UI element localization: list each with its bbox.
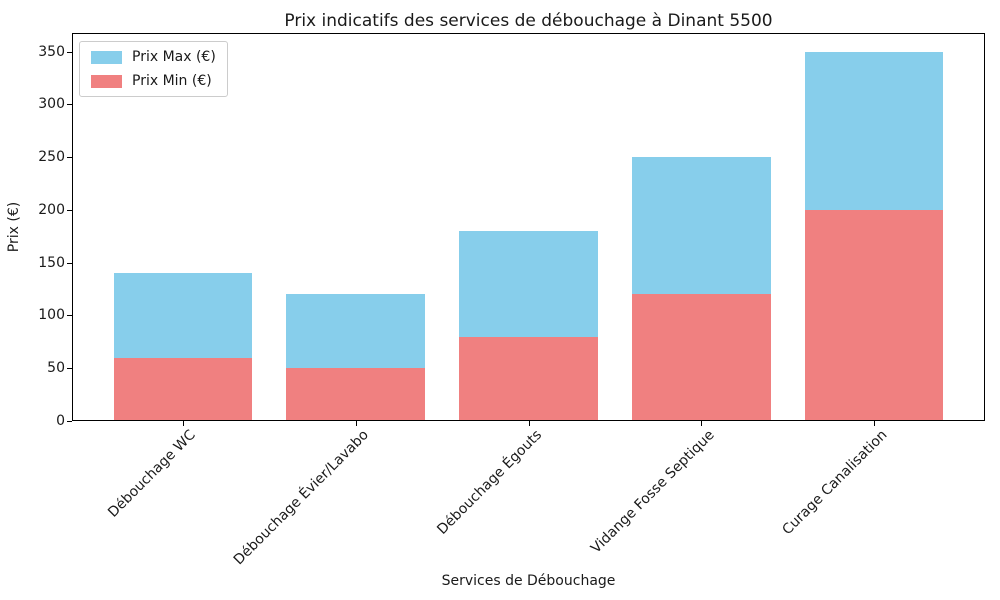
prix-max-swatch — [91, 50, 122, 64]
x-tick-label-0: Débouchage WC — [105, 427, 200, 521]
bar-prix-min-1 — [286, 368, 425, 421]
y-tick-label-0: 0 — [56, 413, 65, 429]
x-tick-label-2: Débouchage Égouts — [433, 427, 545, 538]
y-tick-mark-7 — [67, 51, 72, 53]
x-tick-mark-4 — [874, 421, 876, 426]
chart-title: Prix indicatifs des services de déboucha… — [284, 11, 773, 31]
y-tick-mark-3 — [67, 262, 72, 264]
x-tick-mark-2 — [528, 421, 530, 426]
x-tick-label-1: Débouchage Évier/Lavabo — [230, 427, 372, 569]
y-tick-mark-4 — [67, 209, 72, 211]
legend-label-0: Prix Max (€) — [132, 49, 216, 65]
y-tick-label-6: 300 — [38, 96, 65, 113]
y-tick-label-2: 100 — [38, 307, 65, 324]
bar-prix-min-4 — [805, 209, 944, 421]
y-tick-label-5: 250 — [38, 149, 65, 166]
y-tick-label-3: 150 — [38, 254, 65, 271]
y-tick-mark-0 — [67, 421, 72, 422]
x-tick-mark-3 — [701, 421, 703, 426]
plot-area — [72, 33, 985, 421]
prix-min-swatch — [91, 74, 122, 88]
legend-item-1: Prix Min (€) — [91, 73, 216, 89]
x-tick-label-3: Vidange Fosse Septique — [588, 427, 718, 557]
x-tick-mark-1 — [355, 421, 357, 426]
x-axis-label: Services de Débouchage — [441, 573, 616, 589]
legend-item-0: Prix Max (€) — [91, 49, 216, 65]
legend: Prix Max (€) Prix Min (€) — [79, 41, 228, 97]
y-tick-mark-5 — [67, 157, 72, 159]
y-tick-label-4: 200 — [38, 201, 65, 218]
y-tick-mark-6 — [67, 104, 72, 106]
y-tick-mark-1 — [67, 368, 72, 370]
y-tick-label-7: 350 — [38, 43, 65, 60]
legend-label-1: Prix Min (€) — [132, 73, 212, 89]
y-tick-label-1: 50 — [47, 360, 65, 377]
x-tick-label-4: Curage Canalisation — [779, 427, 891, 539]
x-tick-mark-0 — [182, 421, 184, 426]
y-tick-mark-2 — [67, 315, 72, 317]
bar-prix-min-0 — [113, 357, 252, 421]
bar-prix-min-2 — [459, 336, 598, 421]
bar-prix-min-3 — [632, 294, 771, 421]
